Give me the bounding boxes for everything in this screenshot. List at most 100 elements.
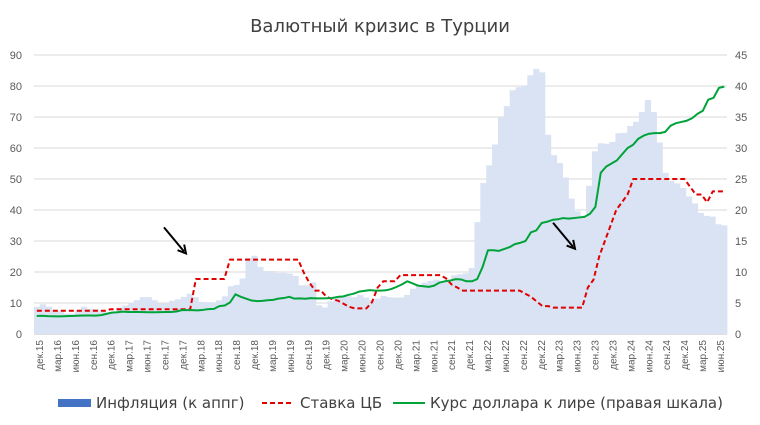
y-right-tick-label: 20 xyxy=(735,205,747,217)
inflation-bar xyxy=(280,272,287,334)
inflation-bar xyxy=(615,133,622,334)
inflation-bar xyxy=(286,273,293,334)
inflation-bar xyxy=(233,284,240,334)
inflation-bar xyxy=(398,297,405,334)
inflation-bar xyxy=(556,162,563,334)
y-right-tick-label: 25 xyxy=(735,174,747,186)
x-tick-label: дек.22 xyxy=(537,340,548,370)
x-tick-label: мар.24 xyxy=(626,340,637,372)
x-tick-label: мар.19 xyxy=(268,340,279,372)
inflation-bar xyxy=(292,275,299,334)
y-left-tick-label: 40 xyxy=(10,205,22,217)
y-axis-left: 0 10 20 30 40 50 60 70 80 90 xyxy=(10,50,22,341)
inflation-bar xyxy=(633,121,640,334)
x-tick-label: июн.22 xyxy=(501,340,512,373)
inflation-bar xyxy=(427,280,434,334)
x-tick-label: июн.21 xyxy=(429,340,440,373)
inflation-bar xyxy=(92,309,100,334)
x-tick-label: июн.18 xyxy=(214,340,225,373)
x-tick-label: дек.23 xyxy=(608,340,619,370)
inflation-bar xyxy=(274,273,282,334)
x-tick-label: июн.19 xyxy=(286,340,297,373)
inflation-bar xyxy=(51,310,58,334)
inflation-bar xyxy=(597,143,605,334)
x-tick-label: июн.20 xyxy=(358,340,369,373)
inflation-bar xyxy=(433,279,440,334)
inflation-bar xyxy=(568,198,575,334)
inflation-bar xyxy=(656,142,663,334)
y-left-tick-label: 20 xyxy=(10,267,22,279)
x-tick-label: мар.21 xyxy=(411,340,422,372)
arrow-annotation xyxy=(552,222,577,251)
inflation-bar xyxy=(151,300,158,334)
inflation-bar xyxy=(674,183,681,334)
legend-label-usd-try: Курс доллара к лире (правая шкала) xyxy=(430,394,723,412)
x-tick-label: дек.18 xyxy=(250,340,261,370)
x-tick-label: июн.24 xyxy=(644,340,655,373)
inflation-bar xyxy=(492,144,499,334)
x-tick-label: сен.21 xyxy=(447,340,458,370)
inflation-bar xyxy=(145,297,152,334)
inflation-bar xyxy=(139,297,146,334)
inflation-bar xyxy=(580,215,587,334)
inflation-bar xyxy=(521,85,528,334)
inflation-bar xyxy=(298,285,305,334)
y-left-tick-label: 70 xyxy=(10,112,22,124)
x-tick-label: сен.16 xyxy=(89,340,100,370)
y-left-tick-label: 30 xyxy=(10,236,22,248)
x-tick-label: мар.20 xyxy=(340,340,351,372)
inflation-bar xyxy=(133,300,141,334)
y-right-tick-label: 30 xyxy=(735,143,747,155)
inflation-bar xyxy=(515,87,522,335)
inflation-bar xyxy=(380,295,387,334)
inflation-bar xyxy=(69,313,76,334)
x-tick-label: дек.19 xyxy=(322,340,333,370)
inflation-bar xyxy=(327,301,334,334)
inflation-bar xyxy=(163,303,170,334)
inflation-bar xyxy=(110,311,117,334)
legend-swatch-inflation xyxy=(58,399,91,407)
inflation-bar xyxy=(357,294,364,334)
x-tick-label: июн.23 xyxy=(573,340,584,373)
y-right-tick-label: 10 xyxy=(735,267,747,279)
inflation-bar xyxy=(39,304,47,334)
inflation-bar xyxy=(662,172,669,334)
inflation-bar xyxy=(34,306,41,334)
inflation-bar xyxy=(304,285,311,334)
inflation-bar xyxy=(268,270,276,334)
y-right-tick-label: 15 xyxy=(735,236,747,248)
inflation-bar xyxy=(45,306,53,334)
inflation-bar xyxy=(216,300,223,334)
inflation-bar xyxy=(644,100,652,334)
inflation-bar xyxy=(668,180,675,334)
inflation-bar xyxy=(650,112,657,334)
inflation-bar xyxy=(468,267,475,334)
inflation-bar xyxy=(527,75,534,335)
inflation-bar xyxy=(263,271,270,334)
inflation-bar xyxy=(544,134,552,334)
inflation-bar xyxy=(157,303,164,334)
inflation-bar xyxy=(227,286,235,334)
x-axis: дек.15 мар.16 июн.16 сен.16 дек.16 мар.17 июн.… xyxy=(35,340,727,373)
y-right-tick-label: 40 xyxy=(735,81,747,93)
inflation-bar xyxy=(480,183,487,334)
inflation-bar xyxy=(368,300,376,334)
inflation-bar xyxy=(57,310,64,334)
inflation-bar xyxy=(609,141,616,334)
inflation-bar xyxy=(462,273,469,334)
inflation-bar xyxy=(627,126,634,334)
x-tick-label: сен.17 xyxy=(160,340,171,370)
inflation-bar xyxy=(445,279,452,334)
inflation-bar xyxy=(721,225,728,334)
y-axis-right: 0 5 10 15 20 25 30 35 40 45 xyxy=(735,50,747,341)
x-tick-label: сен.23 xyxy=(591,340,602,370)
y-left-tick-label: 80 xyxy=(10,81,22,93)
inflation-bar xyxy=(345,296,352,334)
x-tick-label: мар.17 xyxy=(125,340,136,372)
inflation-bar xyxy=(80,306,88,334)
inflation-bar xyxy=(415,285,423,334)
inflation-bar xyxy=(703,215,710,334)
inflation-bar xyxy=(86,308,94,334)
inflation-bar xyxy=(392,297,399,334)
